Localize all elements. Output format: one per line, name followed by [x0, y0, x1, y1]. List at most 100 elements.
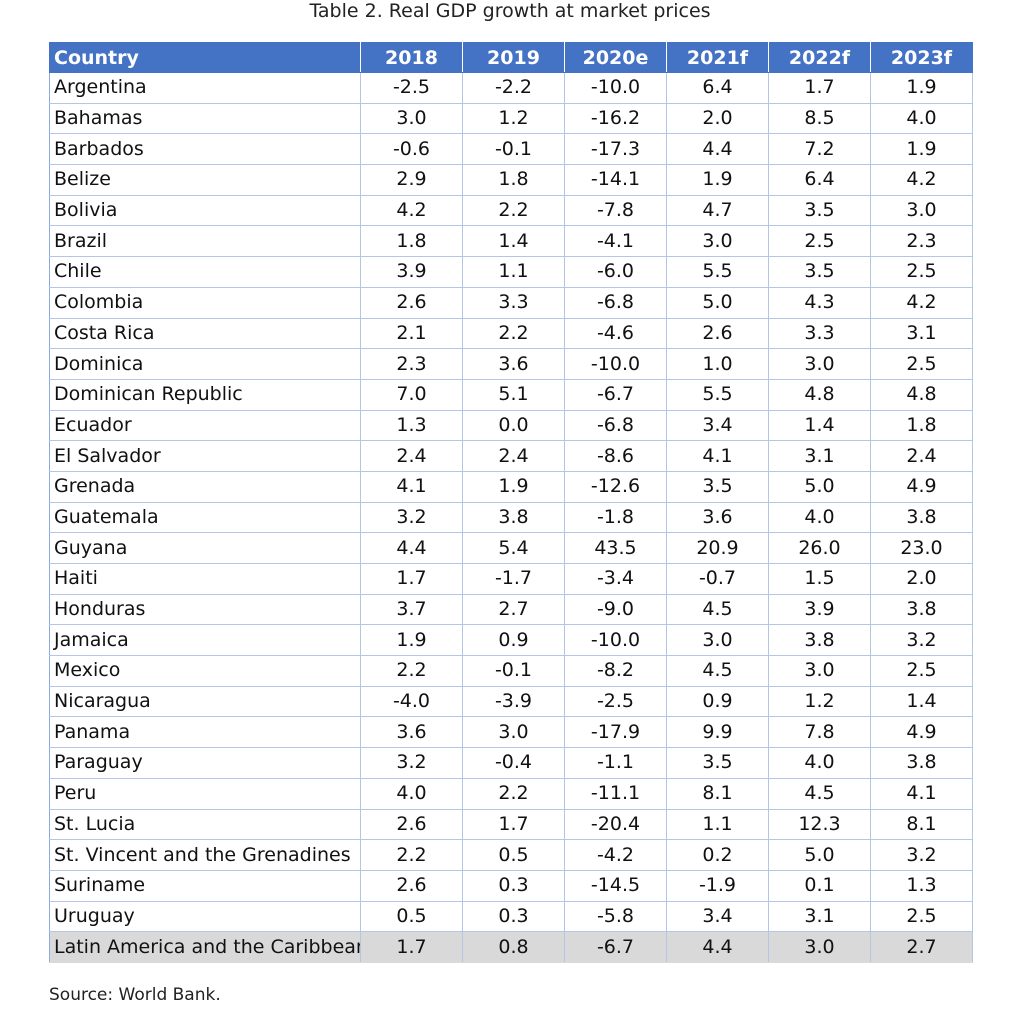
header-2019: 2019 — [462, 42, 565, 73]
header-2018: 2018 — [360, 42, 463, 73]
cell-2022f: 4.3 — [768, 286, 871, 319]
cell-country: Belize — [49, 164, 361, 196]
table-row: Nicaragua -4.0 -3.9 -2.5 0.9 1.2 1.4 — [49, 685, 973, 718]
cell-2020e: -14.5 — [564, 869, 667, 902]
cell-country: Jamaica — [49, 624, 361, 657]
cell-2021f: 20.9 — [666, 532, 769, 564]
table-row: Panama 3.6 3.0 -17.9 9.9 7.8 4.9 — [49, 716, 973, 749]
cell-2021f: 4.7 — [666, 194, 769, 227]
cell-2019: 0.9 — [462, 624, 565, 657]
cell-2021f: 4.5 — [666, 655, 769, 687]
cell-2019: 1.4 — [462, 225, 565, 258]
cell-2023f: 3.8 — [870, 593, 973, 626]
cell-country: Brazil — [49, 225, 361, 258]
cell-2020e: -1.1 — [564, 747, 667, 779]
table-row: Colombia 2.6 3.3 -6.8 5.0 4.3 4.2 — [49, 286, 973, 319]
table-row: Costa Rica 2.1 2.2 -4.6 2.6 3.3 3.1 — [49, 317, 973, 350]
cell-2021f: 8.1 — [666, 777, 769, 810]
table-row: Brazil 1.8 1.4 -4.1 3.0 2.5 2.3 — [49, 225, 973, 258]
cell-2019: 0.0 — [462, 409, 565, 442]
cell-2020e: -17.9 — [564, 716, 667, 749]
cell-country: Argentina — [49, 72, 361, 104]
cell-2018: -4.0 — [360, 685, 463, 718]
cell-2021f: -1.9 — [666, 869, 769, 902]
cell-2021f: 2.6 — [666, 317, 769, 350]
total-row: Latin America and the Caribbean 1.7 0.8 -6.… — [49, 931, 973, 963]
cell-2022f: 12.3 — [768, 808, 871, 841]
cell-2020e: -2.5 — [564, 685, 667, 718]
cell-2023f: 3.2 — [870, 839, 973, 871]
cell-2018: 2.2 — [360, 655, 463, 687]
table-title: Table 2. Real GDP growth at market price… — [309, 0, 711, 22]
cell-2022f: 3.3 — [768, 317, 871, 350]
cell-2021f: 4.4 — [666, 931, 769, 963]
cell-2019: 5.4 — [462, 532, 565, 564]
cell-2018: 2.1 — [360, 317, 463, 350]
cell-2022f: 4.0 — [768, 501, 871, 534]
cell-2019: 0.3 — [462, 900, 565, 933]
cell-2022f: 1.2 — [768, 685, 871, 718]
cell-2019: 5.1 — [462, 378, 565, 411]
cell-2021f: 3.6 — [666, 501, 769, 534]
cell-2023f: 2.5 — [870, 655, 973, 687]
cell-2021f: 1.1 — [666, 808, 769, 841]
cell-2023f: 2.5 — [870, 900, 973, 933]
cell-2019: 0.8 — [462, 931, 565, 963]
cell-2020e: -14.1 — [564, 164, 667, 196]
cell-2018: 3.2 — [360, 501, 463, 534]
cell-country: Nicaragua — [49, 685, 361, 718]
cell-2023f: 1.3 — [870, 869, 973, 902]
cell-2021f: 3.5 — [666, 747, 769, 779]
cell-2023f: 2.3 — [870, 225, 973, 258]
cell-2019: 1.2 — [462, 102, 565, 135]
cell-2023f: 2.5 — [870, 256, 973, 288]
cell-2019: -0.1 — [462, 655, 565, 687]
cell-2023f: 3.1 — [870, 317, 973, 350]
cell-2021f: 5.0 — [666, 286, 769, 319]
cell-2018: 4.1 — [360, 470, 463, 503]
cell-country: Colombia — [49, 286, 361, 319]
table-row: Barbados -0.6 -0.1 -17.3 4.4 7.2 1.9 — [49, 133, 973, 166]
cell-2019: 3.8 — [462, 501, 565, 534]
cell-2018: 7.0 — [360, 378, 463, 411]
cell-2021f: 4.5 — [666, 593, 769, 626]
table-row: Honduras 3.7 2.7 -9.0 4.5 3.9 3.8 — [49, 593, 973, 626]
table-row: Haiti 1.7 -1.7 -3.4 -0.7 1.5 2.0 — [49, 563, 973, 595]
cell-2021f: 1.0 — [666, 348, 769, 380]
cell-2021f: 5.5 — [666, 256, 769, 288]
cell-2021f: 3.0 — [666, 624, 769, 657]
cell-2023f: 3.8 — [870, 501, 973, 534]
cell-2020e: -10.0 — [564, 624, 667, 657]
cell-2022f: 3.8 — [768, 624, 871, 657]
cell-country: Haiti — [49, 563, 361, 595]
cell-2022f: 3.5 — [768, 194, 871, 227]
cell-2022f: 4.5 — [768, 777, 871, 810]
cell-country: Uruguay — [49, 900, 361, 933]
cell-2023f: 3.2 — [870, 624, 973, 657]
cell-2020e: -5.8 — [564, 900, 667, 933]
table-row: Dominican Republic 7.0 5.1 -6.7 5.5 4.8 4.8 — [49, 378, 973, 411]
cell-2019: 3.0 — [462, 716, 565, 749]
cell-2018: 3.9 — [360, 256, 463, 288]
header-2021f: 2021f — [666, 42, 769, 73]
cell-country: Bolivia — [49, 194, 361, 227]
cell-2023f: 2.0 — [870, 563, 973, 595]
table-row: Dominica 2.3 3.6 -10.0 1.0 3.0 2.5 — [49, 348, 973, 380]
cell-2018: 2.4 — [360, 440, 463, 472]
cell-2018: -2.5 — [360, 72, 463, 104]
table-body: Argentina -2.5 -2.2 -10.0 6.4 1.7 1.9 Bahamas 3.… — [49, 72, 973, 963]
cell-2021f: -0.7 — [666, 563, 769, 595]
cell-2020e: -16.2 — [564, 102, 667, 135]
cell-2018: 2.2 — [360, 839, 463, 871]
cell-country: Barbados — [49, 133, 361, 166]
cell-2023f: 3.0 — [870, 194, 973, 227]
table-row: Mexico 2.2 -0.1 -8.2 4.5 3.0 2.5 — [49, 655, 973, 687]
cell-2021f: 3.0 — [666, 225, 769, 258]
cell-2023f: 4.1 — [870, 777, 973, 810]
cell-2023f: 1.9 — [870, 72, 973, 104]
cell-2020e: -11.1 — [564, 777, 667, 810]
cell-2018: 3.0 — [360, 102, 463, 135]
cell-country: Dominica — [49, 348, 361, 380]
cell-2021f: 9.9 — [666, 716, 769, 749]
cell-2023f: 4.8 — [870, 378, 973, 411]
